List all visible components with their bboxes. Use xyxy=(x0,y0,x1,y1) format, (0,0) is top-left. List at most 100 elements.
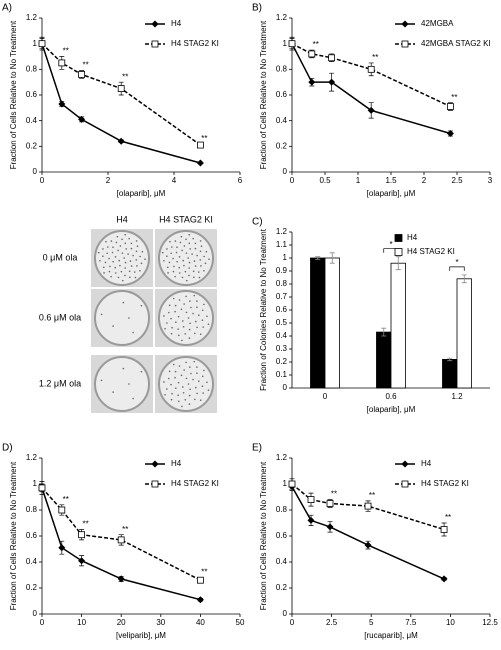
colony xyxy=(105,240,107,243)
y-tick-label: 0.4 xyxy=(276,331,288,340)
marker xyxy=(58,506,66,514)
colony xyxy=(182,392,185,394)
plate-row-label: 0.6 μM ola xyxy=(39,312,81,322)
colony xyxy=(185,295,187,298)
marker xyxy=(288,40,296,48)
colony xyxy=(196,326,198,329)
colony xyxy=(199,259,202,261)
marker xyxy=(117,85,125,92)
colony xyxy=(196,372,198,374)
colony xyxy=(208,258,210,260)
y-tick-label: 0.4 xyxy=(276,116,288,125)
panel-label: E) xyxy=(252,443,262,454)
colony xyxy=(194,265,197,267)
colony xyxy=(200,265,202,267)
y-tick-label: 0.8 xyxy=(26,64,38,73)
x-tick-label: 0.5 xyxy=(319,176,331,185)
colony xyxy=(198,380,200,382)
colony xyxy=(200,245,203,248)
y-tick-label: 0.1 xyxy=(276,370,288,379)
marker xyxy=(308,50,316,58)
colony xyxy=(118,259,121,262)
colony xyxy=(167,311,170,314)
marker xyxy=(308,78,316,86)
colony xyxy=(106,252,108,255)
colony xyxy=(192,312,194,315)
colony xyxy=(107,246,109,248)
colony xyxy=(135,259,138,261)
x-tick-label: 1.2 xyxy=(451,392,463,401)
y-tick-label: 0.3 xyxy=(276,344,288,353)
colony xyxy=(164,393,166,396)
plate xyxy=(94,290,150,346)
y-tick-label: 0 xyxy=(283,167,288,176)
colony xyxy=(193,360,196,363)
colony xyxy=(201,319,204,322)
colony xyxy=(172,297,175,300)
colony xyxy=(141,250,144,253)
y-tick-label: 1.2 xyxy=(276,453,288,462)
marker xyxy=(78,115,86,123)
colony xyxy=(199,250,202,253)
colony xyxy=(194,242,197,245)
colony xyxy=(170,383,172,386)
y-tick-label: 0.2 xyxy=(276,357,288,366)
marker xyxy=(58,59,66,67)
x-axis-label: [olaparib], μM xyxy=(367,189,416,198)
error-bar xyxy=(447,357,453,362)
x-tick-label: 12.5 xyxy=(482,618,498,627)
colony xyxy=(129,276,131,279)
colony xyxy=(167,272,169,274)
x-axis-label: [veliparib], μM xyxy=(116,631,166,640)
marker xyxy=(367,106,375,114)
colony xyxy=(124,242,127,245)
colony xyxy=(196,366,198,368)
colony xyxy=(203,269,205,272)
colony xyxy=(136,245,139,248)
y-tick-label: 0.4 xyxy=(26,116,38,125)
colony xyxy=(205,250,208,253)
colony xyxy=(185,377,188,380)
marker xyxy=(78,71,85,78)
colony xyxy=(174,310,176,313)
marker xyxy=(196,596,204,604)
colony xyxy=(181,249,183,252)
colony xyxy=(99,259,101,262)
colony xyxy=(177,381,180,384)
colony xyxy=(139,269,141,272)
marker xyxy=(328,54,336,62)
colony xyxy=(128,237,130,240)
colony xyxy=(174,370,177,373)
legend-marker xyxy=(151,40,159,48)
significance: ** xyxy=(201,568,207,577)
colony xyxy=(202,392,205,394)
colony xyxy=(199,399,202,402)
significance: ** xyxy=(451,93,457,102)
marker xyxy=(307,496,315,504)
colony xyxy=(193,260,196,262)
y-tick-label: 1.2 xyxy=(26,453,38,462)
y-tick-label: 0.2 xyxy=(26,583,38,592)
colony xyxy=(171,246,173,248)
colony xyxy=(194,320,197,323)
colony xyxy=(177,315,180,318)
colony xyxy=(187,257,189,259)
colony xyxy=(189,300,191,302)
colony xyxy=(144,258,146,260)
colony xyxy=(169,240,171,243)
panel-label: A) xyxy=(2,3,12,14)
marker xyxy=(117,137,125,145)
colony xyxy=(168,370,171,373)
colony xyxy=(136,265,138,267)
colony xyxy=(204,262,207,265)
y-tick-label: 0 xyxy=(33,609,38,618)
colony xyxy=(102,255,104,258)
significance: ** xyxy=(372,53,378,62)
x-axis-label: [olaparib], μM xyxy=(367,405,416,414)
y-tick-label: 1 xyxy=(33,39,38,48)
series-line xyxy=(41,43,201,164)
colony xyxy=(206,381,208,384)
plate xyxy=(94,230,150,286)
colony xyxy=(166,248,168,250)
colony xyxy=(166,255,168,258)
